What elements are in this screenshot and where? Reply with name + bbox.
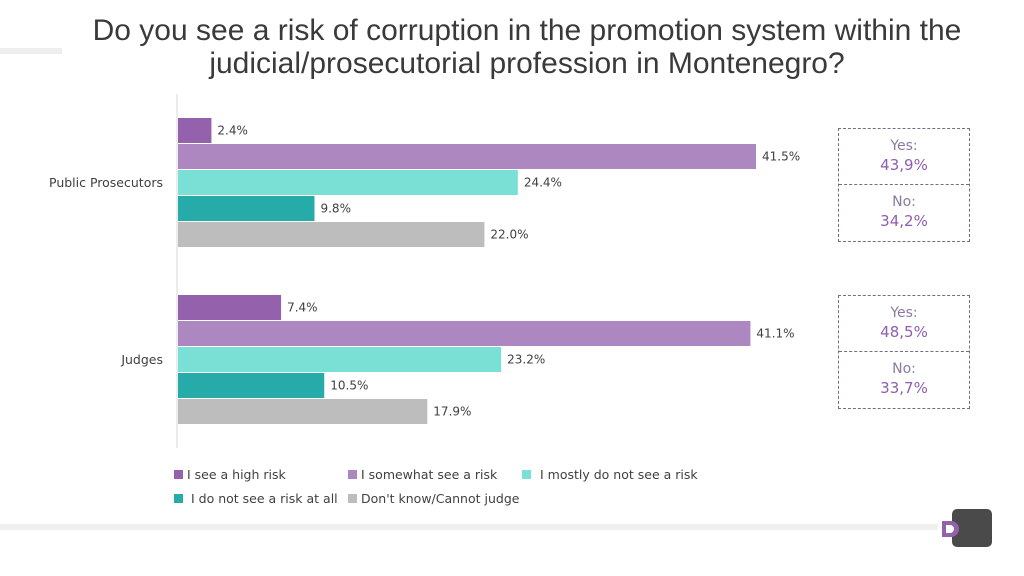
bar xyxy=(178,222,485,247)
summary-yes-label: Yes: xyxy=(890,305,918,321)
bar xyxy=(178,321,751,346)
data-label: 9.8% xyxy=(320,202,351,216)
legend-swatch xyxy=(174,469,183,479)
data-label: 24.4% xyxy=(524,176,562,190)
legend-label: I somewhat see a risk xyxy=(361,466,498,482)
legend-item-mostly-not: I mostly do not see a risk xyxy=(522,467,698,482)
decorative-line-bottom xyxy=(0,524,938,530)
legend-swatch xyxy=(174,493,183,503)
bar xyxy=(178,295,282,320)
summary-yes-cell: Yes: 48,5% xyxy=(839,296,969,352)
legend-label: I mostly do not see a risk xyxy=(540,466,698,482)
data-label: 22.0% xyxy=(490,228,528,242)
data-label: 41.5% xyxy=(762,150,800,164)
legend-item-dont-know: Don't know/Cannot judge xyxy=(348,491,522,506)
summary-no-label: No: xyxy=(892,361,916,377)
legend-swatch xyxy=(348,469,357,479)
bar xyxy=(178,347,502,372)
summary-no-cell: No: 34,2% xyxy=(839,185,969,241)
legend-item-somewhat-risk: I somewhat see a risk xyxy=(348,467,522,482)
decorative-line-top xyxy=(0,48,62,54)
data-label: 2.4% xyxy=(217,124,248,138)
legend-row: I do not see a risk at all Don't know/Ca… xyxy=(174,486,734,510)
summary-box-judges: Yes: 48,5% No: 33,7% xyxy=(838,295,970,409)
chart-title: Do you see a risk of corruption in the p… xyxy=(60,14,994,80)
legend-item-not-at-all: I do not see a risk at all xyxy=(174,491,348,506)
chart-legend: I see a high risk I somewhat see a risk … xyxy=(174,462,734,510)
data-label: 10.5% xyxy=(330,379,368,393)
summary-yes-label: Yes: xyxy=(890,138,918,154)
data-label: 17.9% xyxy=(433,405,471,419)
bar xyxy=(178,170,518,195)
bar xyxy=(178,399,428,424)
bar xyxy=(178,196,315,221)
legend-swatch xyxy=(522,469,531,479)
category-label: Public Prosecutors xyxy=(49,175,163,190)
summary-no-value: 33,7% xyxy=(880,379,928,397)
bar xyxy=(178,118,212,143)
brand-logo-icon xyxy=(942,509,992,547)
summary-no-label: No: xyxy=(892,194,916,210)
summary-yes-value: 48,5% xyxy=(880,323,928,341)
category-label: Judges xyxy=(120,352,163,367)
legend-swatch xyxy=(348,493,357,503)
data-label: 23.2% xyxy=(507,353,545,367)
data-label: 41.1% xyxy=(756,327,794,341)
legend-item-high-risk: I see a high risk xyxy=(174,467,348,482)
summary-yes-value: 43,9% xyxy=(880,156,928,174)
data-label: 7.4% xyxy=(287,301,318,315)
bar-chart: Public Prosecutors 2.4% 41.5% 24.4% 9.8% 22.0… xyxy=(49,94,800,448)
summary-no-cell: No: 33,7% xyxy=(839,352,969,408)
summary-yes-cell: Yes: 43,9% xyxy=(839,129,969,185)
bar xyxy=(178,144,756,169)
legend-label: Don't know/Cannot judge xyxy=(361,490,520,506)
bar xyxy=(178,373,325,398)
chart-title-line-1: Do you see a risk of corruption in the p… xyxy=(92,14,962,47)
legend-label: I do not see a risk at all xyxy=(191,490,338,506)
summary-box-prosecutors: Yes: 43,9% No: 34,2% xyxy=(838,128,970,242)
summary-no-value: 34,2% xyxy=(880,212,928,230)
chart-title-line-2: judicial/prosecutorial profession in Mon… xyxy=(209,47,845,80)
legend-row: I see a high risk I somewhat see a risk … xyxy=(174,462,734,486)
legend-label: I see a high risk xyxy=(187,466,286,482)
